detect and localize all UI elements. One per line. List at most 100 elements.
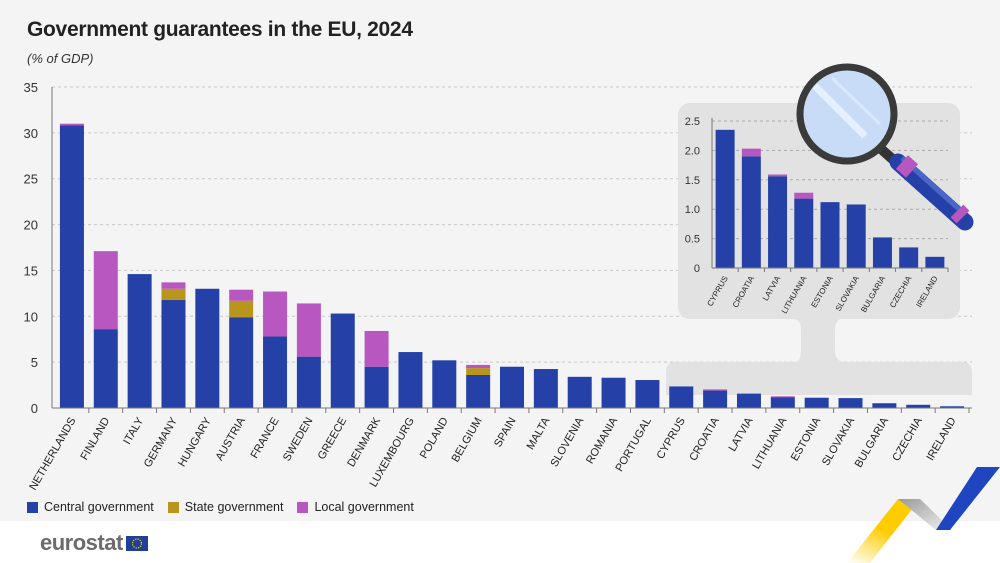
x-tick-label: FINLAND — [78, 415, 112, 462]
inset-bar-central-government — [872, 237, 892, 268]
bar-central-government — [533, 369, 558, 408]
bar-central-government — [364, 366, 389, 408]
bar-local-government — [161, 282, 186, 289]
y-tick-label: 5 — [31, 355, 38, 370]
x-tick-label: LITHUANIA — [750, 415, 789, 471]
bar-central-government — [500, 366, 524, 408]
x-tick-label: BULGARIA — [853, 415, 892, 470]
bar-central-government — [330, 313, 355, 408]
legend-item-central: Central government — [27, 500, 154, 514]
chart-subtitle: (% of GDP) — [27, 51, 94, 66]
bar-central-government — [838, 398, 863, 408]
bar-central-government — [940, 406, 965, 408]
inset-connector — [666, 318, 972, 395]
x-tick-label: SLOVAKIA — [820, 415, 858, 468]
inset-y-tick-label: 2.0 — [685, 145, 700, 157]
bar-state-government — [161, 288, 186, 300]
y-tick-label: 15 — [24, 263, 38, 278]
inset-bar-local-government — [741, 148, 761, 157]
y-tick-label: 30 — [24, 126, 38, 141]
inset-y-tick-label: 1.5 — [685, 175, 700, 187]
bar-central-government — [703, 390, 728, 408]
x-tick-label: ROMANIA — [584, 415, 620, 466]
inset-bar-central-government — [741, 156, 761, 268]
x-tick-label: GERMANY — [142, 415, 181, 470]
x-tick-label: SWEDEN — [281, 415, 316, 463]
x-tick-label: NETHERLANDS — [27, 416, 78, 493]
inset-bar-local-government — [768, 174, 788, 177]
bar-local-government — [229, 289, 254, 301]
x-tick-label: POLAND — [418, 415, 451, 460]
bar-central-government — [601, 377, 626, 408]
magnifier-icon — [796, 63, 974, 231]
x-tick-label: FRANCE — [249, 416, 282, 461]
inset-y-tick-label: 0.5 — [685, 234, 700, 246]
legend: Central government State government Loca… — [27, 500, 414, 514]
bar-local-government — [296, 303, 321, 357]
bar-central-government — [398, 352, 423, 408]
bar-local-government — [364, 330, 389, 367]
bar-central-government — [466, 374, 491, 408]
bar-central-government — [669, 386, 694, 408]
bar-state-government — [466, 368, 491, 375]
inset-bar-central-government — [899, 247, 919, 268]
bar-central-government — [195, 288, 220, 408]
legend-label: Local government — [314, 500, 414, 514]
y-tick-label: 0 — [31, 401, 38, 416]
bar-central-government — [906, 404, 931, 408]
bar-local-government — [93, 251, 118, 330]
x-tick-label: CROATIA — [687, 415, 722, 463]
inset-y-tick-label: 2.5 — [685, 116, 700, 128]
inset-y-tick-label: 1.0 — [685, 204, 700, 216]
eu-flag-icon — [125, 535, 148, 551]
bar-central-government — [736, 393, 761, 408]
bar-local-government — [703, 389, 728, 391]
x-tick-label: ITALY — [121, 415, 146, 447]
legend-swatch — [27, 501, 38, 513]
bar-local-government — [770, 396, 795, 398]
x-tick-label: SPAIN — [492, 415, 519, 449]
bar-central-government — [635, 380, 660, 408]
bar-central-government — [296, 356, 321, 408]
y-tick-label: 10 — [24, 309, 38, 324]
bar-central-government — [567, 376, 592, 408]
inset-bar-central-government — [846, 204, 866, 268]
chart-title: Government guarantees in the EU, 2024 — [27, 18, 413, 41]
legend-label: State government — [184, 500, 284, 514]
legend-item-local: Local government — [297, 500, 414, 514]
logo-text: eurostat — [40, 530, 123, 555]
bar-central-government — [127, 274, 152, 408]
inset-bar-local-government — [794, 192, 814, 199]
bar-central-government — [263, 336, 288, 408]
y-tick-label: 20 — [24, 218, 38, 233]
inset-bar-central-government — [925, 256, 945, 268]
legend-swatch — [167, 501, 179, 513]
inset-y-tick-label: 0 — [694, 263, 700, 275]
bar-central-government — [93, 329, 118, 408]
x-tick-label: ESTONIA — [789, 415, 824, 463]
x-tick-label: SLOVENIA — [548, 415, 586, 469]
x-tick-label: LATVIA — [727, 415, 756, 454]
inset-bar-central-government — [794, 198, 814, 268]
x-tick-label: PORTUGAL — [613, 416, 654, 474]
legend-swatch — [297, 501, 309, 513]
x-tick-label: CZECHIA — [890, 415, 925, 463]
x-tick-label: HUNGARY — [176, 415, 214, 469]
bar-central-government — [161, 299, 186, 408]
bar-local-government — [466, 364, 491, 369]
eurostat-logo: eurostat — [40, 530, 148, 556]
legend-label: Central government — [44, 500, 154, 514]
bar-central-government — [229, 317, 254, 408]
inset-bar-central-government — [820, 202, 840, 268]
bar-central-government — [872, 403, 897, 408]
bar-central-government — [432, 360, 457, 408]
x-tick-label: GREECE — [316, 416, 350, 462]
inset-bar-central-government — [768, 176, 788, 268]
y-tick-label: 25 — [24, 172, 38, 187]
bar-central-government — [59, 125, 84, 409]
y-tick-label: 35 — [24, 80, 38, 95]
bar-local-government — [59, 123, 84, 126]
x-tick-label: BELGIUM — [450, 416, 485, 465]
legend-item-state: State government — [167, 500, 284, 514]
